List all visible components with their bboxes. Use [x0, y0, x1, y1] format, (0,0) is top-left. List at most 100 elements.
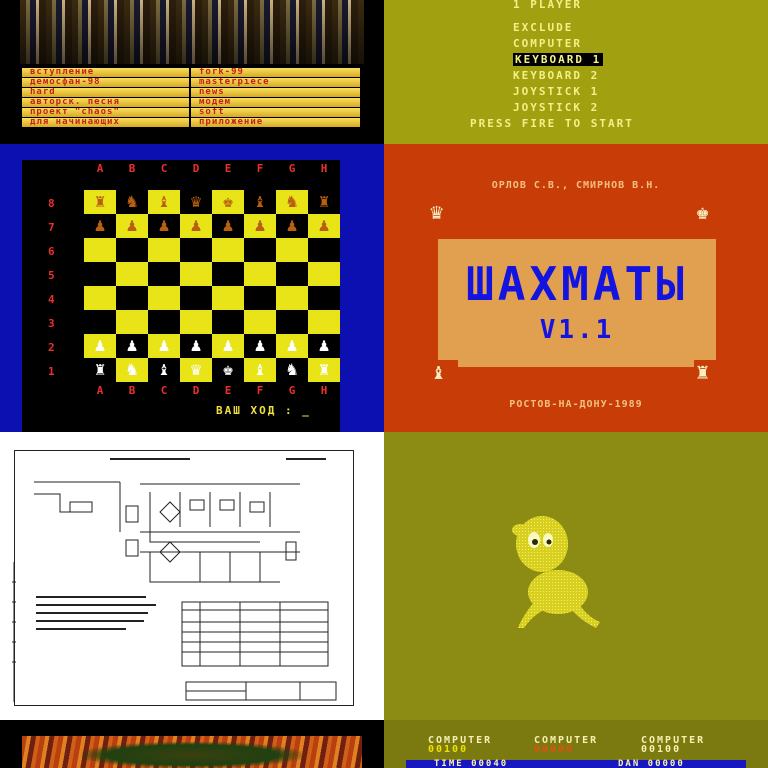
chess-piece-icon[interactable]: ♝	[158, 191, 170, 212]
chess-piece-icon[interactable]: ♜	[94, 191, 106, 212]
board-square[interactable]	[244, 262, 276, 286]
menu-item[interactable]: hard	[22, 88, 189, 97]
board-square[interactable]: ♟	[212, 214, 244, 238]
option-joystick-1[interactable]: JOYSTICK 1	[513, 85, 600, 98]
chess-piece-icon[interactable]: ♝	[254, 191, 266, 212]
board-square[interactable]: ♜	[308, 358, 340, 382]
chess-piece-icon[interactable]: ♟	[126, 335, 138, 356]
board-square[interactable]	[180, 238, 212, 262]
board-square[interactable]: ♟	[148, 214, 180, 238]
board-square[interactable]: ♟	[244, 214, 276, 238]
board-square[interactable]: ♞	[276, 358, 308, 382]
menu-item[interactable]: для начинающих	[22, 118, 189, 127]
board-square[interactable]	[180, 286, 212, 310]
board-square[interactable]: ♟	[116, 214, 148, 238]
option-joystick-2[interactable]: JOYSTICK 2	[513, 101, 600, 114]
chess-piece-icon[interactable]: ♚	[222, 359, 234, 380]
board-square[interactable]: ♝	[148, 358, 180, 382]
board-square[interactable]	[308, 310, 340, 334]
board-square[interactable]	[84, 262, 116, 286]
board-square[interactable]	[116, 262, 148, 286]
board-square[interactable]	[148, 238, 180, 262]
board-square[interactable]: ♟	[308, 334, 340, 358]
board-square[interactable]: ♜	[84, 358, 116, 382]
chess-piece-icon[interactable]: ♝	[158, 359, 170, 380]
board-square[interactable]	[212, 262, 244, 286]
option-keyboard-2[interactable]: KEYBOARD 2	[513, 69, 600, 82]
chess-piece-icon[interactable]: ♟	[318, 215, 330, 236]
chess-piece-icon[interactable]: ♞	[286, 359, 298, 380]
board-square[interactable]	[244, 310, 276, 334]
menu-item[interactable]: soft	[191, 108, 360, 117]
chess-piece-icon[interactable]: ♟	[222, 215, 234, 236]
chess-piece-icon[interactable]: ♛	[190, 359, 202, 380]
board-square[interactable]	[276, 310, 308, 334]
chess-piece-icon[interactable]: ♜	[318, 359, 330, 380]
menu-item[interactable]: проект "chaos"	[22, 108, 189, 117]
option-exclude[interactable]: EXCLUDE	[513, 21, 574, 34]
board-square[interactable]: ♟	[244, 334, 276, 358]
menu-item[interactable]: демосфан-98	[22, 78, 189, 87]
chess-piece-icon[interactable]: ♟	[158, 335, 170, 356]
board-square[interactable]: ♚	[212, 358, 244, 382]
board-square[interactable]: ♛	[180, 358, 212, 382]
chess-board[interactable]: ♜ ♞ ♝ ♛ ♚ ♝ ♞ ♜ ♟ ♟ ♟ ♟ ♟ ♟ ♟ ♟ ♟ ♟ ♟ ♟ ♟ ♟ ♟ ♟ ♜ ♞ ♝ ♛ ♚ ♝ ♞ ♜	[84, 190, 340, 382]
board-square[interactable]	[148, 262, 180, 286]
board-square[interactable]: ♞	[116, 358, 148, 382]
board-square[interactable]	[84, 238, 116, 262]
board-square[interactable]	[116, 310, 148, 334]
board-square[interactable]: ♝	[148, 190, 180, 214]
chess-piece-icon[interactable]: ♟	[190, 335, 202, 356]
board-square[interactable]: ♝	[244, 190, 276, 214]
menu-item[interactable]: авторск. песня	[22, 98, 189, 107]
board-square[interactable]	[212, 310, 244, 334]
option-computer[interactable]: COMPUTER	[513, 37, 582, 50]
chess-piece-icon[interactable]: ♟	[94, 335, 106, 356]
board-square[interactable]: ♞	[276, 190, 308, 214]
chess-piece-icon[interactable]: ♜	[94, 359, 106, 380]
board-square[interactable]: ♝	[244, 358, 276, 382]
board-square[interactable]	[276, 286, 308, 310]
board-square[interactable]	[116, 238, 148, 262]
menu-item[interactable]: вступление	[22, 68, 189, 77]
board-square[interactable]: ♞	[116, 190, 148, 214]
chess-piece-icon[interactable]: ♟	[286, 215, 298, 236]
menu-item[interactable]: приложение	[191, 118, 360, 127]
board-square[interactable]	[308, 238, 340, 262]
chess-piece-icon[interactable]: ♟	[318, 335, 330, 356]
chess-piece-icon[interactable]: ♞	[126, 191, 138, 212]
board-square[interactable]	[212, 238, 244, 262]
board-square[interactable]	[308, 262, 340, 286]
board-square[interactable]	[148, 310, 180, 334]
menu-item[interactable]: fork-99	[191, 68, 360, 77]
chess-piece-icon[interactable]: ♚	[222, 191, 234, 212]
chess-piece-icon[interactable]: ♝	[254, 359, 266, 380]
menu-item[interactable]: masterpiece	[191, 78, 360, 87]
board-square[interactable]: ♟	[84, 214, 116, 238]
board-square[interactable]: ♟	[276, 334, 308, 358]
board-square[interactable]	[84, 286, 116, 310]
board-square[interactable]	[308, 286, 340, 310]
menu-item[interactable]: модем	[191, 98, 360, 107]
board-square[interactable]: ♟	[84, 334, 116, 358]
board-square[interactable]: ♟	[148, 334, 180, 358]
chess-piece-icon[interactable]: ♟	[158, 215, 170, 236]
board-square[interactable]: ♟	[180, 334, 212, 358]
board-square[interactable]: ♟	[276, 214, 308, 238]
chess-piece-icon[interactable]: ♟	[286, 335, 298, 356]
chess-piece-icon[interactable]: ♟	[190, 215, 202, 236]
board-square[interactable]: ♟	[308, 214, 340, 238]
board-square[interactable]: ♚	[212, 190, 244, 214]
chess-piece-icon[interactable]: ♟	[254, 215, 266, 236]
board-square[interactable]	[180, 310, 212, 334]
chess-piece-icon[interactable]: ♟	[94, 215, 106, 236]
menu-item[interactable]: news	[191, 88, 360, 97]
board-square[interactable]	[148, 286, 180, 310]
option-keyboard-1-selected[interactable]: KEYBOARD 1	[513, 53, 604, 66]
board-square[interactable]: ♜	[84, 190, 116, 214]
chess-piece-icon[interactable]: ♞	[126, 359, 138, 380]
board-square[interactable]	[276, 238, 308, 262]
board-square[interactable]	[180, 262, 212, 286]
chess-piece-icon[interactable]: ♞	[286, 191, 298, 212]
chess-piece-icon[interactable]: ♟	[126, 215, 138, 236]
